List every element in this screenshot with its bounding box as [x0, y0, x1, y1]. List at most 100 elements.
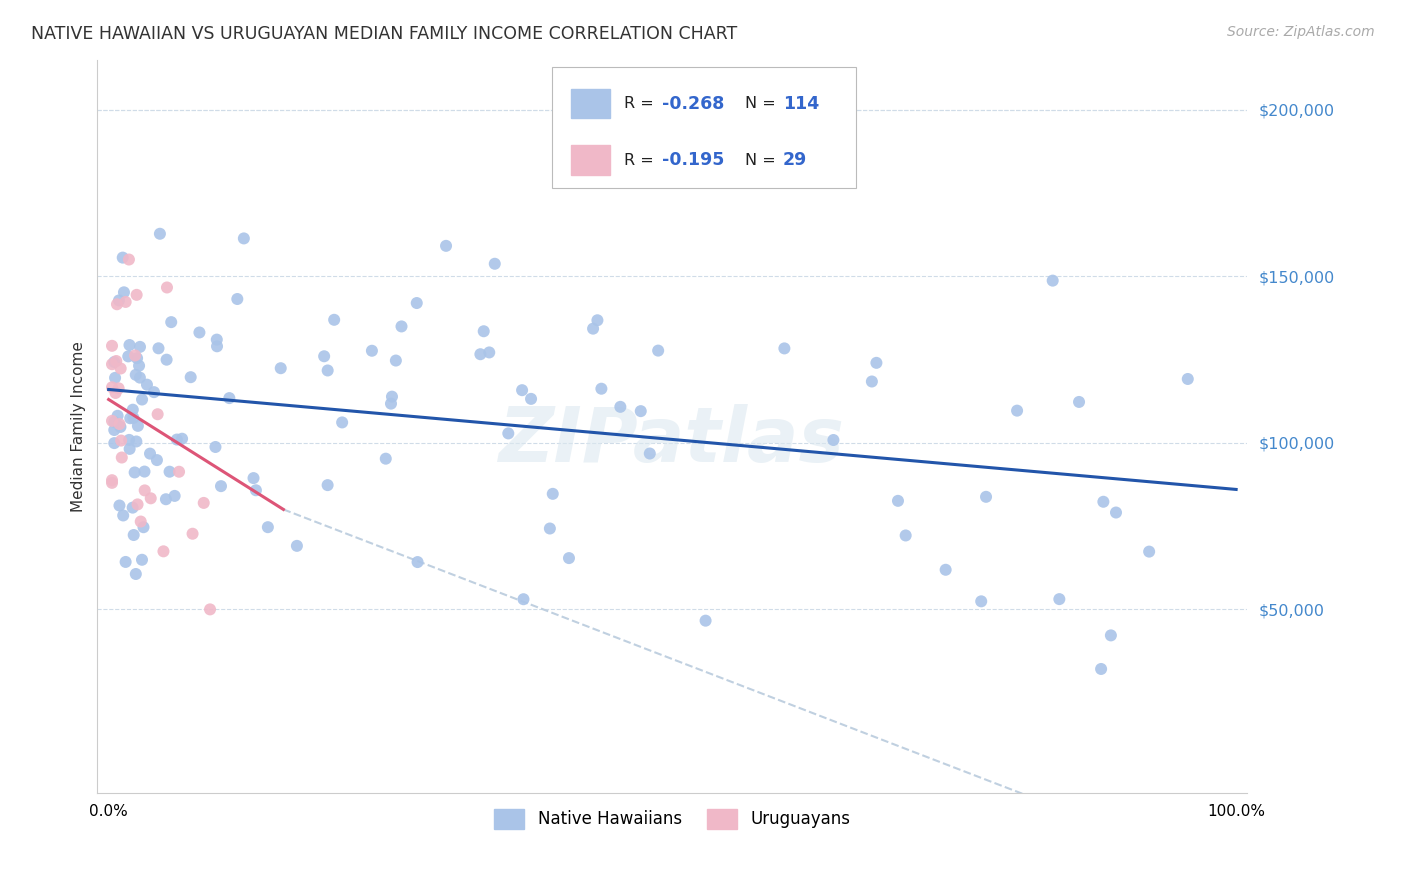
Point — [155, 492, 177, 507]
Point — [385, 353, 408, 368]
Point — [316, 363, 339, 377]
Point — [894, 528, 917, 542]
Point — [391, 319, 413, 334]
Point — [155, 352, 177, 367]
Point — [128, 359, 150, 373]
Point — [434, 239, 457, 253]
Point — [478, 345, 501, 359]
Point — [1092, 495, 1115, 509]
Point — [209, 479, 232, 493]
Point — [204, 440, 226, 454]
Point — [520, 392, 543, 406]
Text: R =: R = — [624, 153, 659, 168]
Point — [167, 465, 190, 479]
Point — [132, 520, 155, 534]
Point — [110, 434, 132, 448]
Point — [242, 471, 264, 485]
Point — [586, 313, 609, 327]
Point — [129, 340, 152, 354]
Point — [103, 415, 125, 429]
Point — [498, 426, 520, 441]
Point — [860, 375, 883, 389]
Point — [105, 297, 128, 311]
Point — [773, 342, 796, 356]
Point — [160, 315, 183, 329]
Point — [136, 377, 159, 392]
Point — [129, 515, 152, 529]
Point — [1067, 395, 1090, 409]
Point — [1005, 403, 1028, 417]
Point — [114, 555, 136, 569]
Point — [121, 402, 143, 417]
Bar — [571, 145, 610, 175]
Point — [591, 382, 613, 396]
Point — [125, 434, 148, 449]
Point — [316, 478, 339, 492]
Point — [1090, 662, 1112, 676]
Text: -0.268: -0.268 — [662, 95, 724, 112]
Point — [484, 257, 506, 271]
Point — [935, 563, 957, 577]
Legend: Native Hawaiians, Uruguayans: Native Hawaiians, Uruguayans — [488, 802, 856, 836]
Point — [127, 497, 149, 511]
Point — [124, 466, 146, 480]
Text: R =: R = — [624, 96, 659, 112]
Point — [104, 386, 127, 401]
Point — [112, 285, 135, 300]
Point — [582, 321, 605, 335]
Point — [510, 383, 533, 397]
Point — [152, 544, 174, 558]
Text: -0.195: -0.195 — [662, 151, 724, 169]
Point — [122, 410, 145, 425]
Point — [125, 351, 148, 366]
Point — [887, 493, 910, 508]
Point — [1047, 592, 1070, 607]
Point — [110, 420, 132, 434]
Point — [146, 453, 169, 467]
Point — [118, 433, 141, 447]
Point — [134, 483, 156, 498]
Point — [112, 508, 135, 523]
Point — [121, 500, 143, 515]
Point — [1042, 274, 1064, 288]
Text: N =: N = — [745, 96, 780, 112]
Point — [470, 347, 492, 361]
Point — [166, 433, 188, 447]
Point — [118, 442, 141, 456]
Point — [159, 465, 181, 479]
Text: NATIVE HAWAIIAN VS URUGUAYAN MEDIAN FAMILY INCOME CORRELATION CHART: NATIVE HAWAIIAN VS URUGUAYAN MEDIAN FAMI… — [31, 25, 737, 43]
Point — [149, 227, 172, 241]
Point — [970, 594, 993, 608]
Point — [122, 528, 145, 542]
Point — [101, 339, 124, 353]
Point — [108, 417, 131, 431]
Point — [139, 491, 162, 506]
Text: N =: N = — [745, 153, 780, 168]
Point — [124, 348, 146, 362]
Point — [125, 288, 148, 302]
Point — [181, 526, 204, 541]
Point — [381, 390, 404, 404]
Point — [638, 446, 661, 460]
Point — [974, 490, 997, 504]
Point — [538, 521, 561, 535]
Point — [558, 551, 581, 566]
Y-axis label: Median Family Income: Median Family Income — [72, 341, 86, 512]
Point — [163, 489, 186, 503]
Point — [170, 432, 193, 446]
FancyBboxPatch shape — [551, 67, 856, 188]
Point — [314, 349, 336, 363]
Point — [865, 356, 887, 370]
Point — [143, 385, 166, 400]
Point — [512, 592, 534, 607]
Point — [134, 465, 156, 479]
Point — [823, 433, 845, 447]
Point — [111, 251, 134, 265]
Point — [193, 496, 215, 510]
Text: 114: 114 — [783, 95, 820, 112]
Point — [131, 392, 153, 407]
Point — [541, 487, 564, 501]
Point — [101, 357, 124, 371]
Text: ZIPatlas: ZIPatlas — [499, 404, 845, 478]
Point — [107, 409, 129, 423]
